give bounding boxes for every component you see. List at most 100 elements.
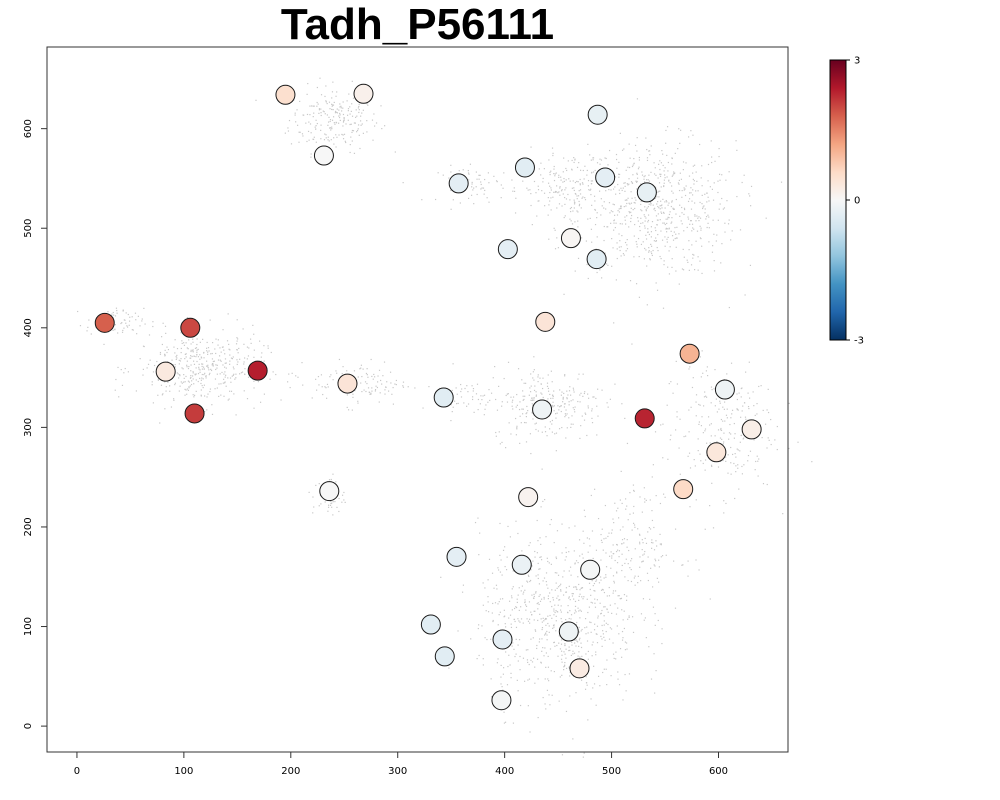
background-point: [205, 375, 207, 377]
background-point: [141, 318, 143, 320]
background-point: [192, 372, 194, 374]
background-point: [644, 227, 646, 229]
background-point: [567, 394, 569, 396]
background-point: [201, 368, 204, 370]
background-point: [552, 596, 554, 599]
background-point: [499, 611, 501, 613]
background-point: [501, 574, 503, 576]
background-point: [572, 180, 574, 182]
background-point: [511, 609, 513, 611]
background-point: [695, 171, 697, 173]
background-point: [511, 405, 513, 407]
background-point: [199, 377, 201, 380]
background-point: [576, 210, 578, 212]
background-point: [530, 399, 532, 401]
background-point: [553, 165, 555, 168]
background-point: [530, 193, 532, 195]
background-point: [325, 134, 327, 136]
background-point: [681, 206, 683, 209]
background-point: [704, 391, 706, 393]
background-point: [214, 388, 216, 390]
background-point: [620, 597, 623, 599]
background-point: [550, 189, 552, 191]
background-point: [577, 257, 580, 259]
background-point: [595, 579, 598, 581]
background-point: [670, 222, 672, 224]
background-point: [522, 390, 524, 392]
background-point: [643, 181, 646, 183]
background-point: [534, 630, 537, 632]
background-point: [566, 413, 568, 415]
background-point: [675, 270, 677, 272]
data-point: [319, 481, 340, 502]
background-point: [173, 399, 175, 401]
background-point: [355, 109, 357, 111]
background-point: [667, 216, 669, 218]
background-point: [586, 598, 588, 600]
background-point: [575, 560, 578, 562]
background-point: [614, 383, 616, 385]
background-point: [658, 566, 661, 568]
background-point: [633, 163, 635, 165]
background-point: [707, 180, 709, 182]
background-point: [253, 387, 255, 389]
background-point: [708, 200, 710, 202]
background-point: [546, 584, 548, 586]
background-point: [537, 619, 539, 622]
background-point: [169, 385, 171, 387]
background-point: [486, 638, 488, 641]
background-point: [326, 383, 329, 385]
background-point: [617, 678, 619, 680]
background-point: [529, 579, 532, 582]
data-point: [184, 403, 205, 424]
background-point: [546, 639, 548, 641]
background-point: [553, 179, 556, 182]
background-point: [131, 316, 133, 318]
background-point: [687, 575, 689, 577]
background-point: [128, 320, 131, 322]
background-point: [177, 373, 179, 375]
background-point: [554, 572, 556, 574]
background-point: [602, 549, 604, 551]
background-point: [662, 153, 664, 155]
background-point: [357, 107, 360, 109]
background-point: [699, 404, 701, 406]
background-point: [571, 187, 573, 189]
background-point: [624, 641, 627, 643]
background-point: [626, 244, 628, 246]
background-point: [717, 191, 719, 194]
background-point: [617, 607, 619, 609]
background-point: [243, 363, 245, 365]
background-point: [477, 398, 480, 401]
background-point: [536, 644, 538, 647]
data-point: [94, 312, 115, 333]
background-point: [126, 325, 128, 327]
background-point: [560, 410, 562, 413]
background-point: [633, 505, 635, 508]
background-point: [699, 356, 701, 358]
background-point: [557, 405, 559, 407]
background-point: [630, 217, 632, 219]
background-point: [243, 343, 245, 345]
background-point: [236, 359, 238, 361]
background-point: [582, 530, 584, 532]
data-point: [180, 317, 201, 338]
background-point: [523, 421, 526, 424]
background-point: [537, 608, 539, 610]
background-point: [594, 200, 596, 202]
background-point: [634, 575, 636, 577]
background-point: [595, 397, 597, 400]
background-point: [631, 558, 633, 560]
background-point: [200, 394, 202, 396]
background-point: [578, 203, 581, 205]
background-point: [727, 454, 729, 456]
background-point: [610, 628, 613, 630]
background-point: [644, 225, 646, 227]
background-point: [516, 425, 518, 427]
background-point: [626, 183, 628, 185]
background-point: [574, 563, 576, 565]
background-point: [528, 618, 531, 620]
background-point: [657, 249, 659, 252]
background-point: [151, 384, 153, 386]
background-point: [663, 179, 666, 181]
